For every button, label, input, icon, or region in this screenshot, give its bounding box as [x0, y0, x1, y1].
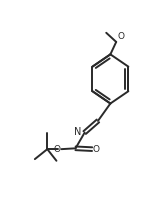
Text: O: O [93, 145, 100, 154]
Text: N: N [74, 127, 81, 137]
Text: O: O [54, 145, 61, 154]
Text: O: O [117, 32, 124, 41]
